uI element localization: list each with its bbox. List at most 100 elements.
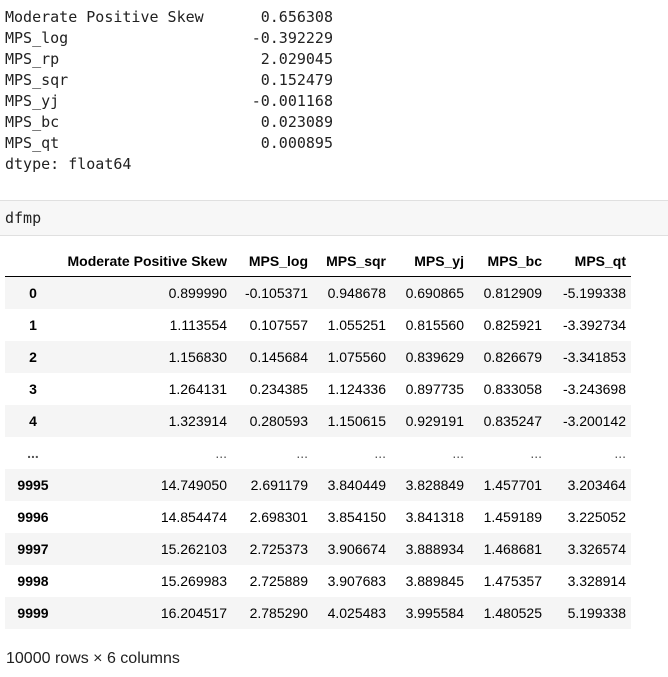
series-value: 0.152479	[260, 71, 333, 89]
table-cell: 1.459189	[483, 509, 542, 525]
table-row: 4 1.323914 0.280593 1.150615 0.929191 0.…	[5, 405, 631, 437]
table-cell: 0.929191	[405, 413, 464, 429]
table-cell: 16.204517	[160, 605, 227, 621]
table-cell: 3.328914	[567, 573, 626, 589]
table-header-row: Moderate Positive Skew MPS_log MPS_sqr M…	[5, 245, 631, 277]
row-index: 3	[29, 381, 37, 397]
table-cell: 3.888934	[405, 541, 464, 557]
column-header-mps-yj: MPS_yj	[391, 245, 469, 277]
table-cell: 2.698301	[249, 509, 308, 525]
table-cell: 0.145684	[249, 349, 308, 365]
code-cell-text[interactable]: dfmp	[5, 209, 42, 227]
table-cell: 0.835247	[483, 413, 542, 429]
table-cell: 3.225052	[567, 509, 626, 525]
table-cell: 1.468681	[483, 541, 542, 557]
series-name: MPS_sqr	[5, 71, 69, 89]
column-header-mps-bc: MPS_bc	[469, 245, 547, 277]
column-header-mps-sqr: MPS_sqr	[313, 245, 391, 277]
table-cell: 0.833058	[483, 381, 542, 397]
table-cell: 1.480525	[483, 605, 542, 621]
table-cell: -3.243698	[562, 381, 626, 397]
row-index: 9996	[17, 509, 49, 525]
table-cell: ...	[374, 445, 386, 461]
table-cell: 0.839629	[405, 349, 464, 365]
row-index: 1	[29, 317, 37, 333]
series-value: 0.000895	[260, 134, 333, 152]
table-cell: 2.725889	[249, 573, 308, 589]
table-cell: 0.948678	[327, 285, 386, 301]
table-cell: ...	[215, 445, 227, 461]
table-cell: 3.854150	[327, 509, 386, 525]
series-name: MPS_qt	[5, 134, 60, 152]
table-cell: 15.262103	[160, 541, 227, 557]
table-cell: ...	[296, 445, 308, 461]
table-cell: 0.826679	[483, 349, 542, 365]
dataframe-table: Moderate Positive Skew MPS_log MPS_sqr M…	[5, 245, 631, 629]
table-cell: 0.812909	[483, 285, 542, 301]
table-cell: 1.457701	[483, 477, 542, 493]
table-cell: -0.105371	[244, 285, 308, 301]
code-cell[interactable]: dfmp	[0, 200, 668, 236]
table-cell: ...	[452, 445, 464, 461]
table-cell: 1.156830	[168, 349, 227, 365]
table-cell: 3.995584	[405, 605, 464, 621]
series-row: MPS_yj -0.001168	[5, 91, 333, 112]
series-row: MPS_log -0.392229	[5, 28, 333, 49]
table-cell: 0.899990	[168, 285, 227, 301]
table-row: 0 0.899990 -0.105371 0.948678 0.690865 0…	[5, 276, 631, 309]
table-cell: 3.828849	[405, 477, 464, 493]
column-header-mps-log: MPS_log	[232, 245, 313, 277]
table-cell: 1.150615	[327, 413, 386, 429]
table-row-ellipsis: ... ... ... ... ... ... ...	[5, 437, 631, 469]
table-cell: -3.341853	[562, 349, 626, 365]
series-name: MPS_yj	[5, 92, 60, 110]
table-row: 9997 15.262103 2.725373 3.906674 3.88893…	[5, 533, 631, 565]
table-cell: 0.107557	[249, 317, 308, 333]
series-name: MPS_bc	[5, 113, 60, 131]
row-index: 4	[29, 413, 37, 429]
series-row: MPS_qt 0.000895	[5, 133, 333, 154]
series-row: MPS_bc 0.023089	[5, 112, 333, 133]
table-cell: 2.725373	[249, 541, 308, 557]
row-index: 9997	[17, 541, 49, 557]
table-cell: 1.264131	[168, 381, 227, 397]
table-row: 9998 15.269983 2.725889 3.907683 3.88984…	[5, 565, 631, 597]
row-index: 9995	[17, 477, 49, 493]
table-cell: 5.199338	[567, 605, 626, 621]
table-cell: 1.075560	[327, 349, 386, 365]
table-cell: ...	[530, 445, 542, 461]
row-index: 9998	[17, 573, 49, 589]
table-row: 1 1.113554 0.107557 1.055251 0.815560 0.…	[5, 309, 631, 341]
table-cell: 14.854474	[160, 509, 227, 525]
row-index: 9999	[17, 605, 49, 621]
table-row: 9995 14.749050 2.691179 3.840449 3.82884…	[5, 469, 631, 501]
table-cell: 3.889845	[405, 573, 464, 589]
table-cell: 1.323914	[168, 413, 227, 429]
table-row: 9999 16.204517 2.785290 4.025483 3.99558…	[5, 597, 631, 629]
table-cell: ...	[614, 445, 626, 461]
series-output: Moderate Positive Skew 0.656308 MPS_log -0…	[5, 7, 333, 175]
table-cell: 3.203464	[567, 477, 626, 493]
table-cell: 0.280593	[249, 413, 308, 429]
table-cell: 14.749050	[160, 477, 227, 493]
series-name: MPS_rp	[5, 50, 60, 68]
table-row: 2 1.156830 0.145684 1.075560 0.839629 0.…	[5, 341, 631, 373]
table-cell: 0.690865	[405, 285, 464, 301]
series-row: Moderate Positive Skew 0.656308	[5, 7, 333, 28]
table-cell: 3.906674	[327, 541, 386, 557]
table-cell: 1.124336	[327, 381, 386, 397]
table-cell: 2.691179	[250, 477, 308, 493]
table-row: 3 1.264131 0.234385 1.124336 0.897735 0.…	[5, 373, 631, 405]
row-index: 0	[29, 285, 37, 301]
table-cell: 0.825921	[483, 317, 542, 333]
table-cell: 0.234385	[249, 381, 308, 397]
series-row: MPS_sqr 0.152479	[5, 70, 333, 91]
table-cell: 3.841318	[405, 509, 464, 525]
table-cell: 3.326574	[567, 541, 626, 557]
table-cell: 1.055251	[327, 317, 386, 333]
table-cell: 3.907683	[327, 573, 386, 589]
table-cell: 0.815560	[405, 317, 464, 333]
table-cell: 1.475357	[483, 573, 542, 589]
row-index: ...	[27, 445, 39, 461]
series-row: MPS_rp 2.029045	[5, 49, 333, 70]
